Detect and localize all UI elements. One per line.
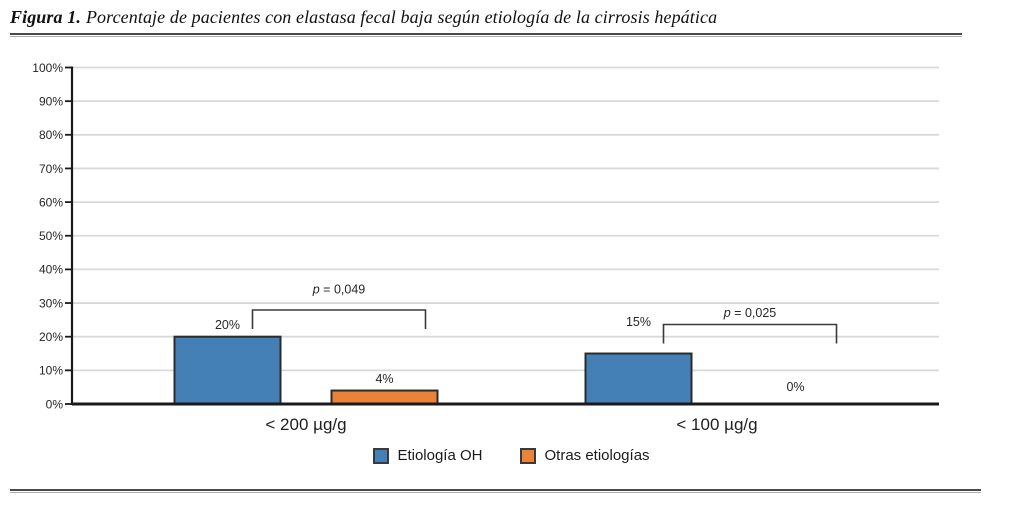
legend-label: Etiología OH: [397, 447, 483, 464]
y-axis-tick-label: 20%: [39, 330, 63, 344]
y-axis-tick-label: 80%: [39, 128, 63, 142]
significance-bracket: [251, 309, 427, 329]
y-axis-tick-label: 70%: [39, 162, 63, 176]
bar-value-label: 4%: [375, 372, 393, 386]
legend-item: Etiología OH: [373, 447, 482, 464]
category-label: < 200 µg/g: [265, 415, 346, 434]
bar: [584, 352, 693, 405]
top-rule: [10, 33, 962, 37]
figure-label: Figura 1.: [10, 7, 81, 27]
significance-bracket: [662, 323, 838, 344]
bar-value-label: 20%: [215, 318, 240, 332]
y-axis-tick-label: 30%: [39, 296, 63, 310]
figure-caption: Porcentaje de pacientes con elastasa fec…: [85, 7, 718, 27]
y-axis-tick-label: 50%: [39, 229, 63, 243]
p-value-label: p = 0,049: [312, 283, 366, 297]
legend-item: Otras etiologías: [520, 447, 650, 464]
y-axis-tick-label: 100%: [32, 61, 63, 75]
y-axis-tick-label: 0%: [46, 397, 64, 411]
y-axis-tick-label: 40%: [39, 263, 63, 277]
legend-swatch: [373, 447, 390, 464]
y-axis-tick-label: 10%: [39, 364, 63, 378]
y-axis-tick-label: 60%: [39, 195, 63, 209]
category-label: < 100 µg/g: [676, 415, 757, 434]
legend-label: Otras etiologías: [544, 447, 650, 464]
bar: [173, 335, 282, 406]
bar: [330, 389, 439, 406]
legend-swatch: [520, 447, 537, 464]
figure-title: Figura 1. Porcentaje de pacientes con ela…: [10, 7, 717, 28]
y-axis-tick-label: 90%: [39, 94, 63, 108]
bar-value-label: 15%: [626, 315, 651, 329]
chart-legend: Etiología OH Otras etiologías: [0, 447, 1023, 464]
bottom-rule: [10, 489, 981, 493]
bar-value-label: 0%: [786, 380, 804, 394]
p-value-label: p = 0,025: [723, 306, 777, 320]
